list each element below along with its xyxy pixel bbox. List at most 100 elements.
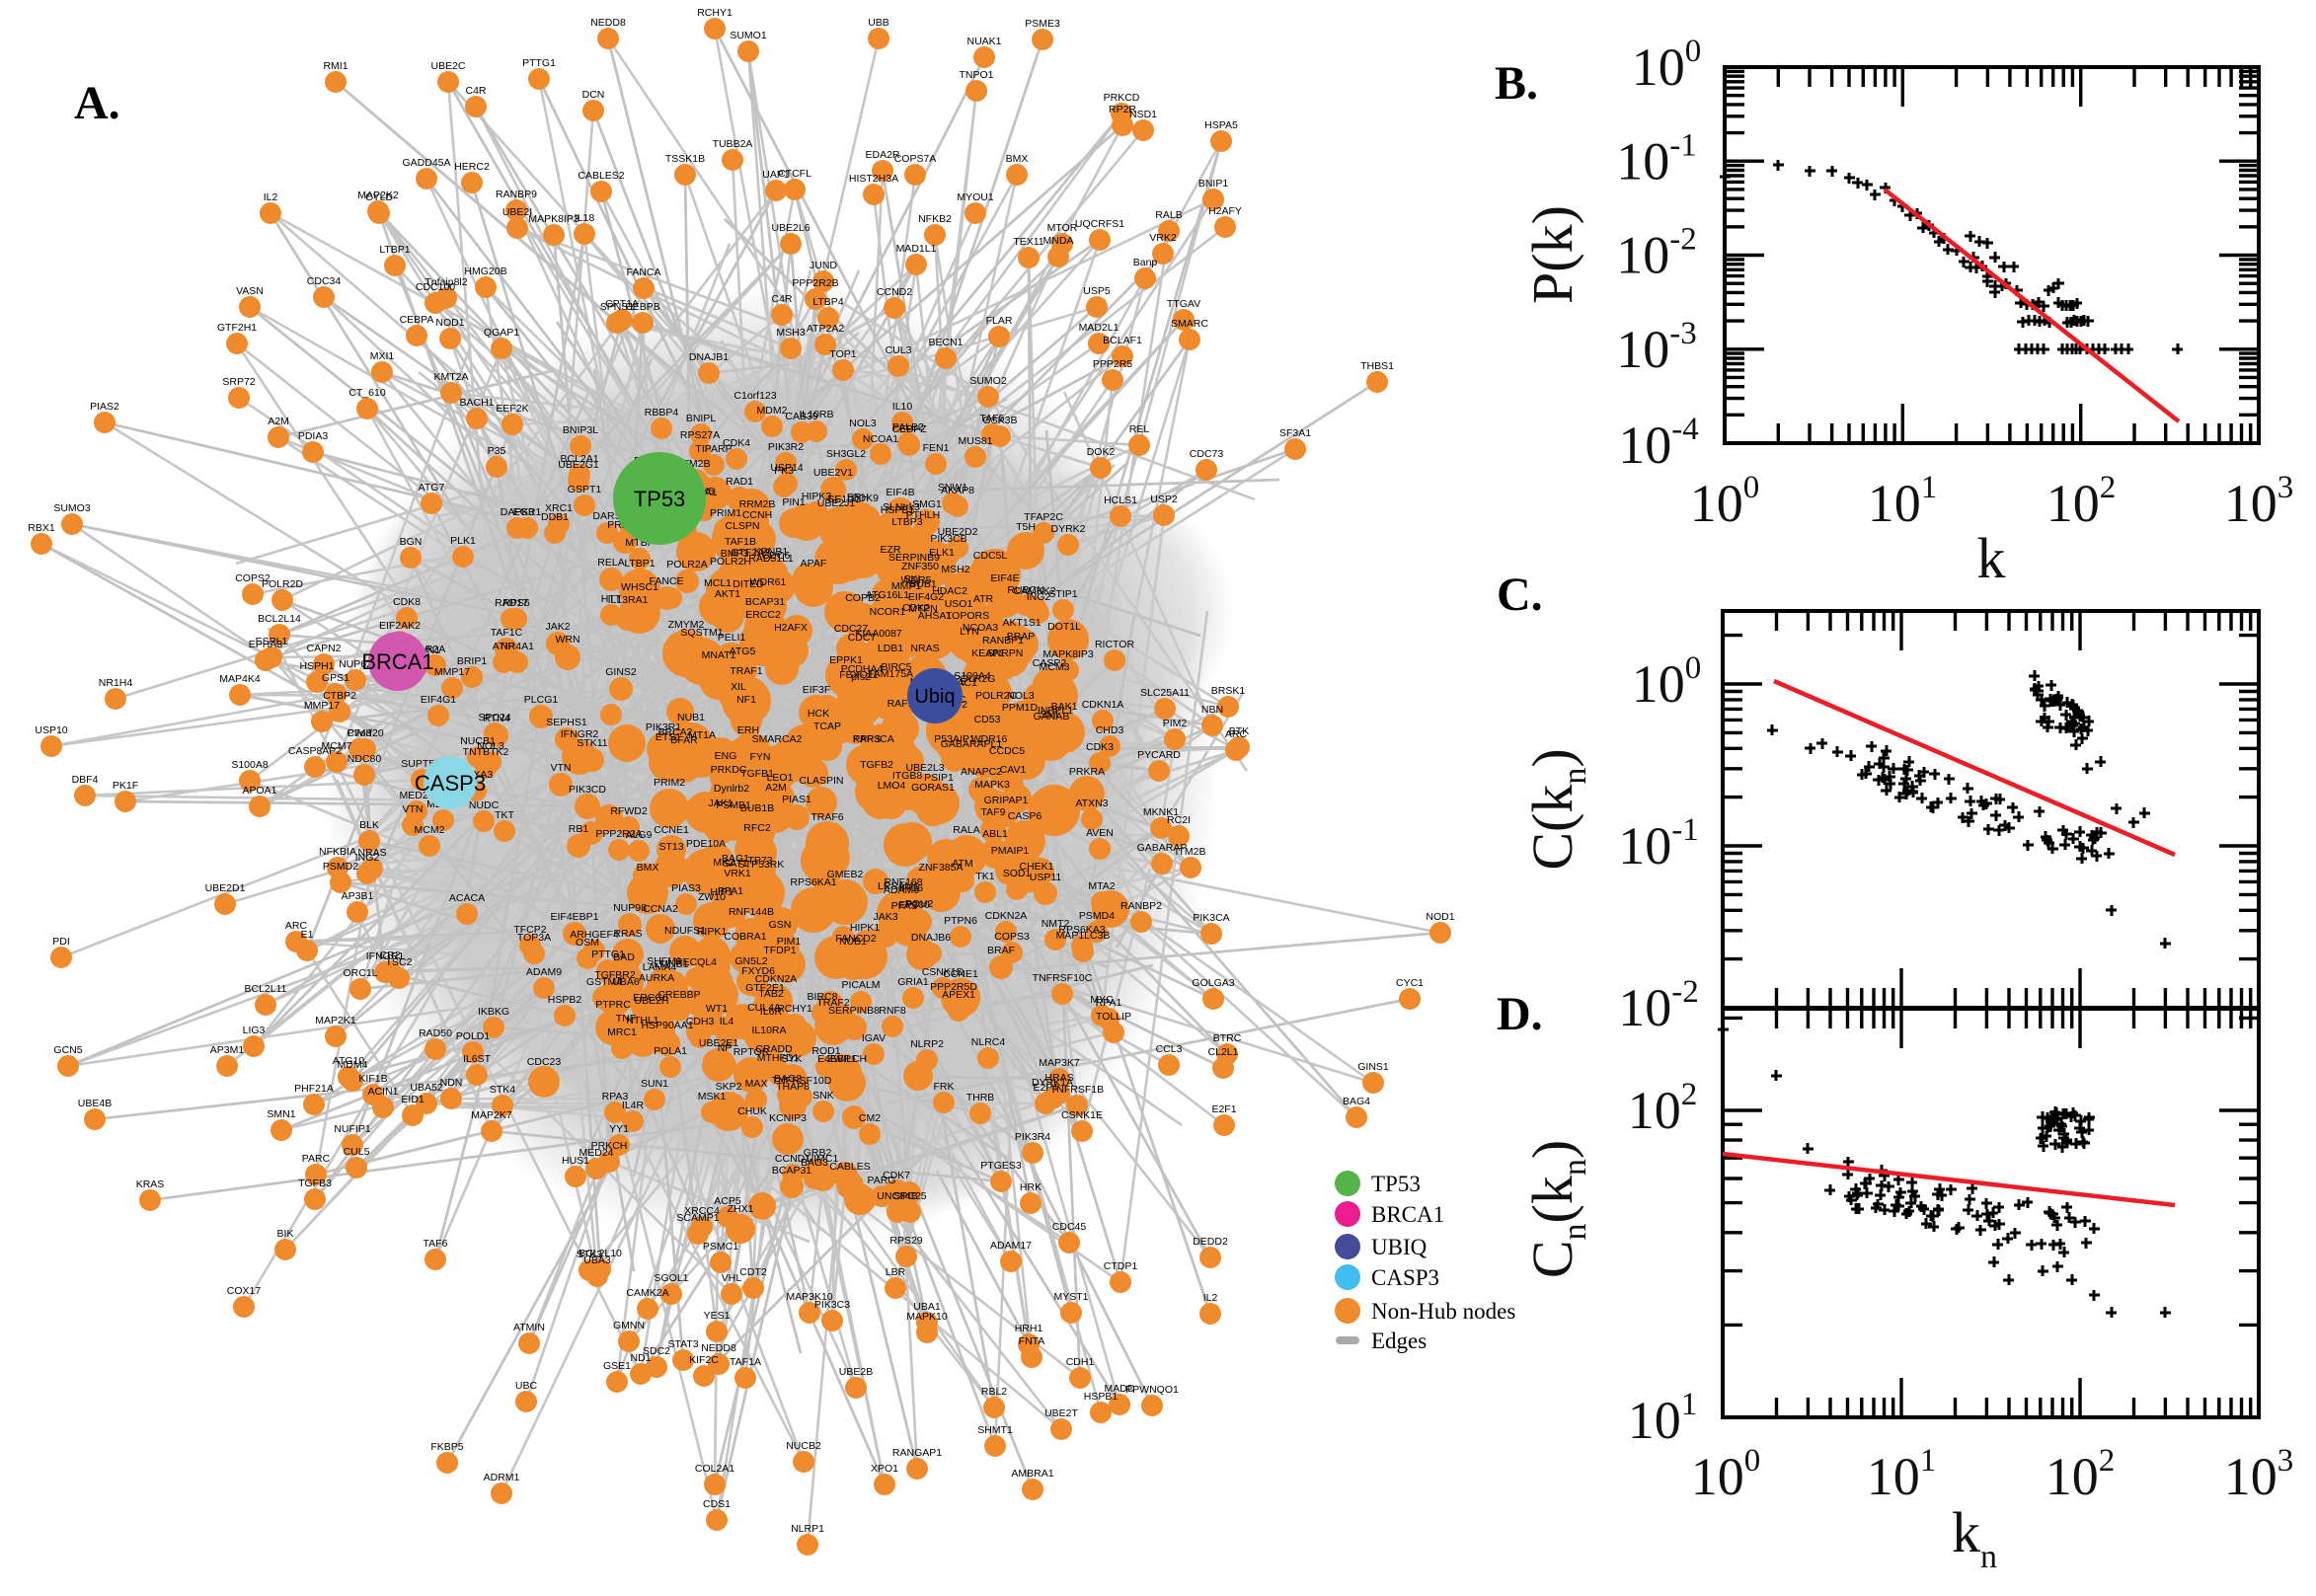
svg-text:MAP3K10: MAP3K10 <box>786 1291 832 1303</box>
svg-text:ETS1: ETS1 <box>656 731 681 743</box>
svg-text:MED24: MED24 <box>579 1147 613 1159</box>
svg-text:CUL3: CUL3 <box>886 344 912 356</box>
svg-text:GTF2E1: GTF2E1 <box>745 982 785 994</box>
svg-text:BRSK1: BRSK1 <box>1211 685 1246 697</box>
svg-text:AP3M1: AP3M1 <box>210 1044 245 1056</box>
svg-text:SPNS1: SPNS1 <box>600 301 635 313</box>
svg-text:PK3: PK3 <box>774 465 794 477</box>
svg-text:H2AFX: H2AFX <box>774 622 808 634</box>
svg-text:SKP2: SKP2 <box>716 1081 742 1093</box>
svg-text:CYC1: CYC1 <box>1396 977 1424 989</box>
svg-text:ESPL1: ESPL1 <box>256 636 288 647</box>
svg-text:MAX: MAX <box>745 1078 768 1090</box>
svg-text:RPS6KA3: RPS6KA3 <box>1058 924 1105 936</box>
svg-text:IL10RB: IL10RB <box>799 409 833 420</box>
svg-text:DNAJB6: DNAJB6 <box>911 932 951 944</box>
svg-text:UBA3: UBA3 <box>583 1254 611 1266</box>
svg-text:MYST1: MYST1 <box>1053 1291 1088 1303</box>
svg-text:BECN1: BECN1 <box>928 337 963 348</box>
svg-text:TAF6: TAF6 <box>424 1238 448 1250</box>
svg-text:UBA1: UBA1 <box>913 1301 941 1313</box>
svg-text:ZNF385A: ZNF385A <box>919 862 964 874</box>
svg-text:PTTG1: PTTG1 <box>591 949 625 960</box>
svg-text:FYN: FYN <box>750 751 771 763</box>
svg-text:WHSC1: WHSC1 <box>621 581 658 593</box>
svg-text:H2AFY: H2AFY <box>1208 205 1242 217</box>
svg-text:MXI1: MXI1 <box>370 350 395 362</box>
svg-text:LMO4: LMO4 <box>878 780 906 792</box>
svg-text:JAK2: JAK2 <box>545 621 570 633</box>
svg-text:ATR: ATR <box>973 593 994 605</box>
svg-text:SMARCA2: SMARCA2 <box>752 733 803 745</box>
svg-text:CDT2: CDT2 <box>739 1266 767 1278</box>
svg-text:HSP90AA1: HSP90AA1 <box>641 1020 693 1031</box>
svg-text:EDA2R: EDA2R <box>865 149 899 161</box>
svg-text:CEBPZ: CEBPZ <box>891 423 927 435</box>
svg-text:CCNH: CCNH <box>742 509 772 521</box>
svg-text:TP73: TP73 <box>747 855 772 867</box>
svg-text:ALG9: ALG9 <box>626 829 653 841</box>
svg-text:MAPK3: MAPK3 <box>974 779 1010 791</box>
svg-text:ARC: ARC <box>285 920 308 932</box>
svg-text:APEX1: APEX1 <box>942 989 975 1001</box>
svg-text:NCOA1: NCOA1 <box>863 433 898 445</box>
svg-text:FRK: FRK <box>934 1081 955 1093</box>
svg-text:RAF1: RAF1 <box>888 698 914 710</box>
svg-text:RPA1: RPA1 <box>1096 997 1122 1009</box>
svg-text:MRC1: MRC1 <box>607 1026 637 1038</box>
svg-text:USP11: USP11 <box>1030 872 1062 883</box>
svg-text:TOP3A: TOP3A <box>517 932 551 944</box>
svg-text:ERCC2: ERCC2 <box>745 609 781 621</box>
svg-text:KIF2C: KIF2C <box>689 1354 719 1366</box>
svg-text:RFWD2: RFWD2 <box>610 805 647 817</box>
svg-text:PIK3R4: PIK3R4 <box>1015 1131 1050 1143</box>
svg-text:TFCP2: TFCP2 <box>513 924 546 936</box>
svg-text:JAK3: JAK3 <box>873 911 897 923</box>
svg-text:BRCA1: BRCA1 <box>361 649 433 674</box>
svg-text:BNIP1: BNIP1 <box>1198 178 1229 190</box>
svg-text:NBN: NBN <box>1201 704 1223 716</box>
svg-text:POLD1: POLD1 <box>456 1030 491 1042</box>
svg-text:PARG: PARG <box>868 1175 896 1186</box>
svg-text:LIG3: LIG3 <box>243 1025 266 1036</box>
svg-text:USP10: USP10 <box>35 724 67 736</box>
svg-text:CTBP2: CTBP2 <box>323 690 356 702</box>
svg-text:CDC45: CDC45 <box>1052 1221 1087 1233</box>
svg-text:RCHY1: RCHY1 <box>777 1003 812 1015</box>
svg-text:CREBBP: CREBBP <box>657 989 700 1001</box>
svg-text:PTHLH: PTHLH <box>906 509 940 521</box>
svg-text:IL2: IL2 <box>264 191 278 203</box>
svg-text:EID1: EID1 <box>401 1094 425 1105</box>
svg-text:MSH3: MSH3 <box>776 327 805 339</box>
svg-text:10-3: 10-3 <box>1616 316 1697 379</box>
svg-text:TIPARP: TIPARP <box>695 443 732 455</box>
svg-text:UBE2B: UBE2B <box>839 1366 873 1378</box>
svg-text:ROD1: ROD1 <box>811 1045 840 1057</box>
svg-text:KEAP1: KEAP1 <box>971 647 1005 659</box>
svg-text:AKT1: AKT1 <box>715 588 740 600</box>
svg-text:BNIP3L: BNIP3L <box>563 424 598 436</box>
svg-text:PPP2R5D: PPP2R5D <box>930 981 977 993</box>
svg-text:GABARAP: GABARAP <box>1137 842 1188 854</box>
svg-text:QGAP1: QGAP1 <box>484 327 519 339</box>
svg-text:FANCE: FANCE <box>649 575 683 587</box>
svg-text:TSC2: TSC2 <box>386 956 413 968</box>
svg-text:AVEN: AVEN <box>1086 827 1114 839</box>
svg-text:MADD: MADD <box>1105 1383 1135 1395</box>
svg-text:NOD1: NOD1 <box>435 317 464 329</box>
svg-text:PFAS: PFAS <box>891 900 918 912</box>
svg-text:APOA1: APOA1 <box>242 785 276 797</box>
svg-text:XRCC4: XRCC4 <box>684 1205 720 1217</box>
svg-text:SHFM1: SHFM1 <box>647 955 682 967</box>
svg-text:NUFIP1: NUFIP1 <box>334 1123 371 1135</box>
svg-text:CASP3: CASP3 <box>415 771 486 796</box>
svg-text:MT1A: MT1A <box>688 729 716 741</box>
svg-text:ZWILCH: ZWILCH <box>827 1053 867 1065</box>
svg-text:GOLGA3: GOLGA3 <box>1192 977 1234 989</box>
svg-text:COL2A1: COL2A1 <box>695 1463 734 1475</box>
svg-text:ADAM9: ADAM9 <box>526 966 562 978</box>
svg-text:HRAS: HRAS <box>1044 1072 1073 1084</box>
svg-text:STK11: STK11 <box>577 737 607 749</box>
svg-text:MUS81: MUS81 <box>958 435 992 447</box>
svg-text:ZW10: ZW10 <box>698 891 726 903</box>
